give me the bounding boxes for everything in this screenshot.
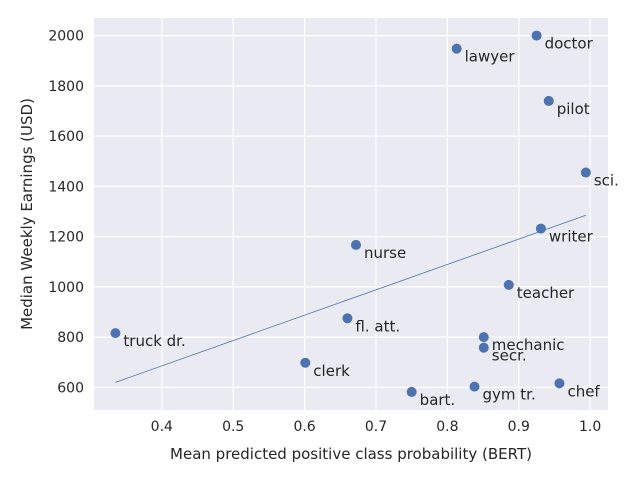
x-tick-label: 0.7 (365, 419, 387, 435)
data-point (478, 332, 489, 343)
data-point-label: pilot (557, 100, 590, 118)
data-point-label: gym tr. (483, 386, 536, 404)
point-labels: doctor lawyer pilot sci. writer nurse teacher f… (123, 35, 618, 409)
data-point-label: chef (567, 382, 600, 400)
x-tick-label: 0.5 (222, 419, 244, 435)
data-point-label: clerk (313, 362, 350, 380)
y-tick-label: 1400 (48, 179, 84, 195)
data-point-label: secr. (492, 347, 527, 365)
data-point-label: writer (549, 228, 594, 246)
data-point (350, 239, 361, 250)
y-tick-labels: 600 800 1000 1200 1400 1600 1800 2000 (48, 29, 84, 397)
x-tick-label: 1.0 (579, 419, 601, 435)
x-tick-label: 0.8 (436, 419, 458, 435)
x-tick-label: 0.9 (508, 419, 530, 435)
data-point (469, 381, 480, 392)
x-tick-labels: 0.4 0.5 0.6 0.7 0.8 0.9 1.0 (151, 419, 602, 435)
y-tick-label: 1000 (48, 280, 84, 296)
y-axis-label: Median Weekly Earnings (USD) (18, 98, 36, 330)
data-point-label: mechanic (492, 336, 565, 354)
data-point-label: lawyer (465, 48, 516, 66)
data-point (503, 279, 514, 290)
data-point-label: nurse (364, 244, 406, 262)
data-point-label: bart. (420, 391, 456, 409)
x-tick-label: 0.6 (293, 419, 315, 435)
data-point-label: sci. (594, 172, 619, 190)
grid-lines (94, 18, 608, 410)
data-point (342, 313, 353, 324)
plot-area (94, 18, 608, 410)
y-tick-label: 600 (57, 380, 84, 396)
trend-line (115, 214, 587, 383)
data-point (406, 386, 417, 397)
y-tick-label: 1600 (48, 129, 84, 145)
data-points (110, 30, 591, 397)
data-point (543, 95, 554, 106)
y-tick-label: 1200 (48, 230, 84, 246)
data-point (554, 378, 565, 389)
data-point-label: fl. att. (355, 317, 400, 335)
x-tick-label: 0.4 (151, 419, 173, 435)
y-tick-label: 2000 (48, 29, 84, 45)
data-point (580, 167, 591, 178)
y-tick-label: 1800 (48, 79, 84, 95)
data-point (535, 223, 546, 234)
data-point-label: teacher (517, 284, 575, 302)
data-point (451, 43, 462, 54)
data-point (110, 328, 121, 339)
data-point (300, 357, 311, 368)
data-point-label: doctor (545, 35, 594, 53)
y-tick-label: 800 (57, 330, 84, 346)
data-point-label: truck dr. (123, 332, 185, 350)
data-point (531, 30, 542, 41)
data-point (478, 342, 489, 353)
x-axis-label: Mean predicted positive class probabilit… (170, 445, 532, 463)
